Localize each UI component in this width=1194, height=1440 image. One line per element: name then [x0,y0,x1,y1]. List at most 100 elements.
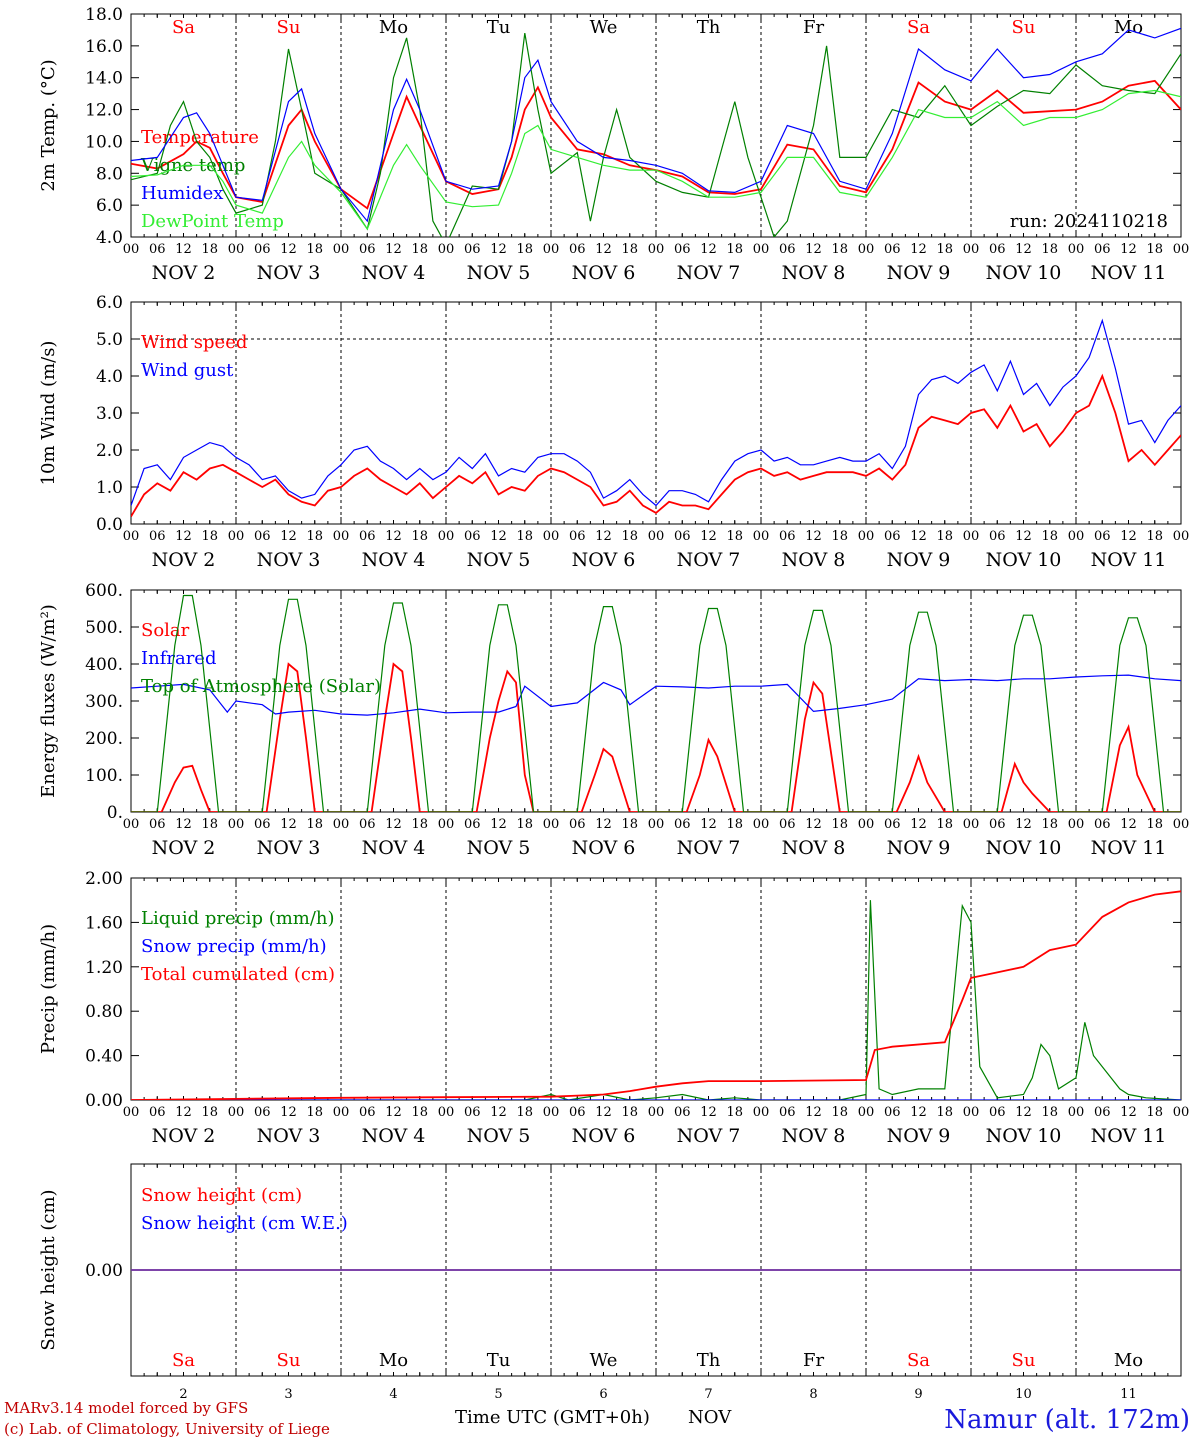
run-label: run: 2024110218 [1010,211,1168,232]
hour-tick-label: 18 [726,529,743,544]
legend-entry: Solar [141,620,190,641]
hour-tick-label: 12 [385,1105,402,1120]
y-axis-label: Snow height (cm) [38,1189,59,1350]
hour-tick-label: 18 [201,529,218,544]
day-number-label: 7 [704,1387,712,1402]
day-of-week-label: Tu [487,17,511,38]
hour-tick-label: 18 [1146,817,1163,832]
hour-tick-label: 12 [805,529,822,544]
date-label: NOV 8 [782,262,846,284]
hour-tick-label: 00 [123,1105,140,1120]
hour-tick-label: 06 [674,1105,691,1120]
hour-tick-label: 00 [753,1105,770,1120]
date-label: NOV 2 [152,262,216,284]
day-of-week-label: Fr [803,17,824,38]
date-label: NOV 3 [257,837,321,859]
legend-entry: Snow height (cm W.E.) [141,1213,348,1234]
day-of-week-label: We [590,1350,618,1371]
hour-tick-label: 18 [621,529,638,544]
y-tick-label: 200. [85,729,123,749]
hour-tick-label: 12 [385,817,402,832]
series-line-green [131,594,1181,812]
day-number-label: 2 [179,1387,187,1402]
hour-tick-label: 12 [805,817,822,832]
hour-tick-label: 06 [464,242,481,257]
hour-tick-label: 00 [648,529,665,544]
date-label: NOV 6 [572,837,636,859]
hour-tick-label: 06 [989,242,1006,257]
hour-tick-label: 06 [569,242,586,257]
hour-tick-label: 18 [936,817,953,832]
legend-entry: Top of Atmosphere (Solar) [141,676,381,697]
y-tick-label: 600. [85,581,123,601]
hour-tick-label: 00 [438,529,455,544]
date-label: NOV 5 [467,549,531,571]
series-line-red [131,373,1181,518]
date-label: NOV 7 [677,549,741,571]
hour-tick-label: 06 [884,242,901,257]
day-of-week-label: Sa [172,1350,195,1371]
hour-tick-label: 06 [1094,529,1111,544]
hour-tick-label: 00 [333,242,350,257]
hour-tick-label: 06 [254,242,271,257]
hour-tick-label: 18 [411,242,428,257]
date-label: NOV 9 [887,262,951,284]
legend-entry: Humidex [141,183,223,204]
hour-tick-label: 00 [438,817,455,832]
hour-tick-label: 06 [1094,242,1111,257]
hour-tick-label: 06 [989,1105,1006,1120]
hour-tick-label: 06 [779,242,796,257]
day-of-week-label: Tu [487,1350,511,1371]
date-label: NOV 8 [782,1125,846,1147]
date-label: NOV 5 [467,837,531,859]
hour-tick-label: 00 [1068,242,1085,257]
y-tick-label: 3.0 [96,404,123,424]
hour-tick-label: 18 [411,1105,428,1120]
hour-tick-label: 12 [805,242,822,257]
hour-tick-label: 18 [936,242,953,257]
date-label: NOV 10 [986,549,1062,571]
panels: 4.0 6.0 8.0 10.0 12.0 14.0 16.0 18.0 2m Temp. (°… [38,5,1189,1402]
date-label: NOV 6 [572,549,636,571]
hour-tick-label: 00 [753,817,770,832]
hour-tick-label: 18 [831,817,848,832]
hour-tick-label: 06 [359,529,376,544]
footer-model: MARv3.14 model forced by GFS [4,1399,248,1417]
hour-tick-label: 06 [1094,817,1111,832]
legend-entry: Infrared [141,648,216,669]
legend-entry: DewPoint Temp [141,211,284,232]
series-line-blue [131,318,1181,507]
legend-entry: Snow precip (mm/h) [141,936,327,957]
y-tick-label: 0.40 [85,1047,123,1067]
hour-tick-label: 18 [1041,1105,1058,1120]
hour-tick-label: 12 [595,817,612,832]
y-tick-label: 16.0 [85,37,123,57]
day-of-week-label: Su [1012,17,1036,38]
y-tick-label: 100. [85,766,123,786]
hour-tick-label: 06 [149,1105,166,1120]
series-line-red [131,79,1181,210]
day-of-week-label: We [590,17,618,38]
date-label: NOV 10 [986,1125,1062,1147]
hour-tick-label: 00 [1173,1105,1190,1120]
date-label: NOV 9 [887,837,951,859]
panel-2: 0.0 1.0 2.0 3.0 4.0 5.0 6.0 10m Wind (m/s) 00 06 1… [38,293,1189,571]
hour-tick-label: 12 [1120,817,1137,832]
y-tick-label: 12.0 [85,101,123,121]
hour-tick-label: 18 [621,242,638,257]
hour-tick-label: 06 [359,242,376,257]
legend-entry: Temperature [141,127,259,148]
hour-tick-label: 18 [516,242,533,257]
hour-tick-label: 00 [858,817,875,832]
date-label: NOV 2 [152,549,216,571]
hour-tick-label: 12 [910,1105,927,1120]
series-line-green [131,900,1181,1100]
hour-tick-label: 12 [175,242,192,257]
hour-tick-label: 06 [464,817,481,832]
hour-tick-label: 18 [831,529,848,544]
y-tick-label: 6.0 [96,196,123,216]
y-tick-label: 300. [85,692,123,712]
hour-tick-label: 18 [306,529,323,544]
hour-tick-label: 06 [779,1105,796,1120]
